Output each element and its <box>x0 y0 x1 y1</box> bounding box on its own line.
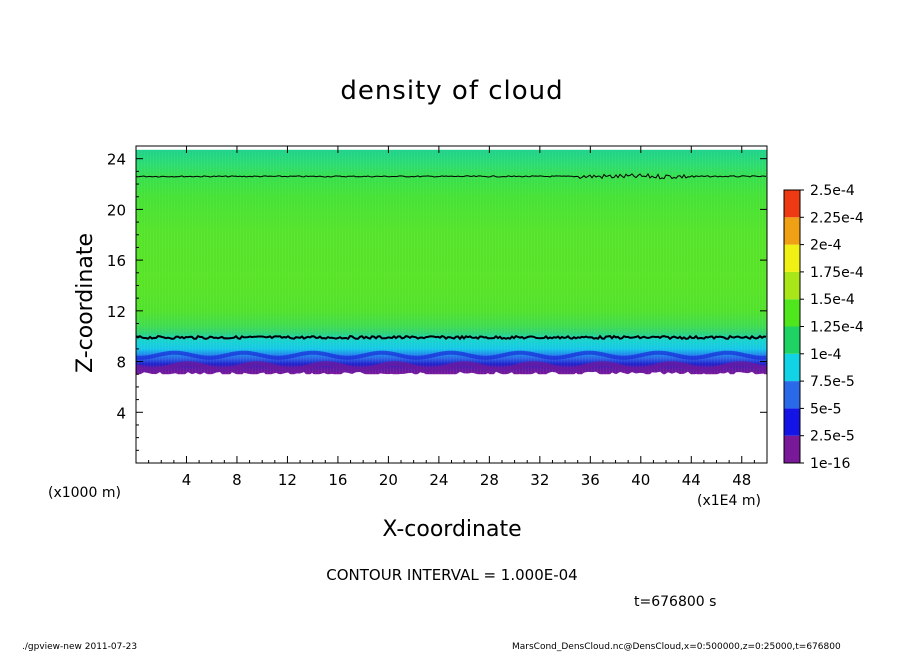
colorbar-label: 7.5e-5 <box>810 374 855 390</box>
colorbar-cell <box>784 190 800 218</box>
x-tick-label: 48 <box>732 471 751 489</box>
colorbar-cell <box>784 408 800 436</box>
colorbar-label: 1.5e-4 <box>810 292 855 308</box>
colorbar-label: 2.5e-5 <box>810 429 855 445</box>
colorbar-label: 1.25e-4 <box>810 320 864 336</box>
colorbar-label: 2e-4 <box>810 238 842 254</box>
colorbar-label: 2.5e-4 <box>810 183 855 199</box>
colorbar-cell <box>784 435 800 463</box>
x-tick-label: 32 <box>530 471 549 489</box>
y-tick-label: 16 <box>107 252 126 270</box>
colorbar-cell <box>784 326 800 354</box>
y-tick-label: 24 <box>107 151 126 169</box>
contour-line <box>135 334 767 341</box>
colorbar-cell <box>784 244 800 272</box>
x-tick-label: 16 <box>328 471 347 489</box>
colorbar-label: 5e-5 <box>810 401 841 417</box>
colorbar-label: 2.25e-4 <box>810 210 864 226</box>
time-label: t=676800 s <box>634 594 717 610</box>
cloud-bottom-mask <box>136 371 767 463</box>
x-axis-unit: (x1E4 m) <box>697 493 761 509</box>
x-tick-label: 12 <box>278 471 297 489</box>
colorbar-cell <box>784 271 800 300</box>
colorbar: 1e-16 2.5e-5 5e-5 7.5e-5 1e-4 1.25e-4 1.5e-4 1.… <box>783 183 864 472</box>
colorbar-cell <box>784 353 800 382</box>
colorbar-cell <box>784 217 800 245</box>
heatmap-field <box>135 146 767 463</box>
y-tick-label: 12 <box>107 303 126 321</box>
y-axis-label: Z-coordinate <box>73 233 98 373</box>
x-tick-label: 40 <box>631 471 650 489</box>
x-tick-label: 24 <box>429 471 448 489</box>
x-tick-label: 44 <box>682 471 701 489</box>
y-axis: 4 8 12 16 20 24 <box>107 151 767 451</box>
x-axis-label: X-coordinate <box>382 517 521 542</box>
x-tick-label: 20 <box>379 471 398 489</box>
y-axis-unit: (x1000 m) <box>48 485 121 501</box>
colorbar-cell <box>784 381 800 409</box>
x-axis: 4 8 12 16 20 24 28 32 36 40 44 48 <box>148 146 755 489</box>
colorbar-label: 1e-4 <box>810 347 842 363</box>
x-tick-label: 4 <box>182 471 192 489</box>
contour-interval-label: CONTOUR INTERVAL = 1.000E-04 <box>326 566 578 584</box>
x-tick-label: 36 <box>581 471 600 489</box>
footer-left: ./gpview-new 2011-07-23 <box>22 642 138 652</box>
colorbar-label: 1.75e-4 <box>810 265 864 281</box>
colorbar-label: 1e-16 <box>810 456 850 472</box>
chart-title: density of cloud <box>340 76 564 106</box>
y-tick-label: 8 <box>116 354 126 372</box>
contour-line <box>135 173 767 180</box>
field-texture <box>136 149 767 375</box>
y-tick-label: 20 <box>107 201 126 219</box>
x-tick-label: 28 <box>480 471 499 489</box>
footer-right: MarsCond_DensCloud.nc@DensCloud,x=0:5000… <box>512 642 841 652</box>
x-tick-label: 8 <box>232 471 242 489</box>
contour-lines <box>135 173 767 341</box>
bottom-band <box>135 361 767 373</box>
lower-band <box>135 350 767 360</box>
colorbar-cell <box>784 299 800 327</box>
y-tick-label: 4 <box>116 404 126 422</box>
